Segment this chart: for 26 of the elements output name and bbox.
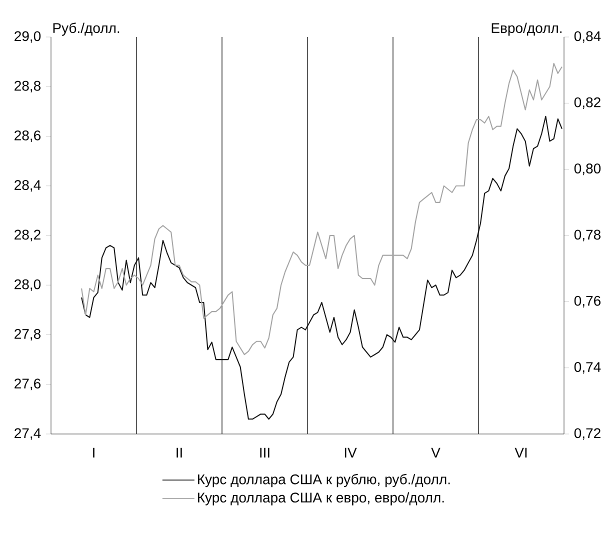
legend-label: Курс доллара США к рублю, руб./долл.	[198, 474, 450, 488]
x-tick-label: VI	[514, 448, 527, 458]
x-tick-label: IV	[344, 448, 357, 458]
y2-tick-label: 0,84	[574, 31, 601, 43]
y-tick-label: 28,0	[14, 279, 41, 291]
y2-axis-title: Евро/долл.	[492, 22, 562, 36]
x-tick-label: I	[93, 448, 94, 458]
x-tick-label: II	[176, 448, 182, 458]
y2-tick-label: 0,72	[574, 428, 600, 440]
y-tick-label: 29,0	[14, 31, 41, 43]
legend-label: Курс доллара США к евро, евро/долл.	[198, 492, 444, 506]
x-tick-label: III	[260, 448, 270, 458]
y2-tick-label: 0,78	[574, 230, 601, 242]
y-tick-label: 28,2	[14, 230, 40, 242]
y2-tick-label: 0,76	[574, 296, 601, 308]
y-tick-label: 27,6	[14, 378, 41, 390]
y-tick-label: 28,6	[14, 130, 41, 142]
y-tick-label: 28,4	[14, 180, 41, 192]
y-axis-title: Руб./долл.	[53, 22, 120, 36]
y2-tick-label: 0,82	[574, 97, 600, 109]
y-tick-label: 27,4	[14, 428, 41, 440]
y2-tick-label: 0,80	[574, 164, 601, 176]
y-tick-label: 28,8	[14, 80, 41, 92]
x-tick-label: V	[431, 448, 440, 458]
y-tick-label: 27,8	[14, 328, 41, 341]
y2-tick-label: 0,74	[574, 362, 601, 374]
